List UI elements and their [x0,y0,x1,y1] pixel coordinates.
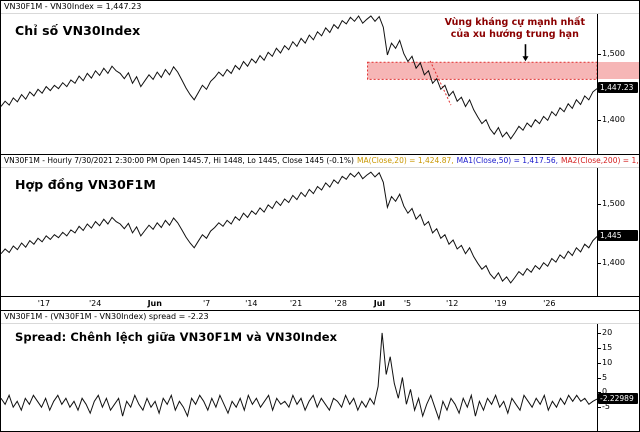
vn30f1m-panel: VN30F1M - Hourly 7/30/2021 2:30:00 PM Op… [1,155,639,297]
spread-header-text: VN30F1M - (VN30F1M - VN30Index) spread =… [4,312,209,321]
y-axis-tickmark [598,347,601,349]
x-axis-label: '21 [289,299,303,308]
y-axis-tickmark [598,119,601,121]
vn30f1m-price-line-chart[interactable] [1,168,597,296]
y-axis-tickmark [598,362,601,364]
x-axis[interactable]: '17 '24 Jun '7 '14 '21 '28 Jul '5 '12 '19 '26 [1,297,639,311]
spread-panel: VN30F1M - (VN30F1M - VN30Index) spread =… [1,311,639,431]
y-axis-tickmark [598,377,601,379]
vn30f1m-header-text: VN30F1M - Hourly 7/30/2021 2:30:00 PM Op… [4,156,354,165]
y-axis-label: 1,500 [602,198,625,208]
x-axis-label: '24 [88,299,102,308]
y-axis-label: 15 [602,342,613,352]
x-axis-label: '14 [245,299,258,308]
spread-chart-title: Spread: Chênh lệch giữa VN30F1M và VN30I… [15,330,338,344]
resistance-zone-axis-band [598,62,639,80]
x-axis-label: Jun [147,299,162,308]
y-axis-label: 5 [602,372,608,382]
y-axis-label: 1,500 [602,48,625,58]
y-axis-tickmark [598,203,601,205]
x-axis-label: '5 [403,299,412,308]
y-axis-label: -5 [602,402,610,412]
x-axis-label: '17 [37,299,51,308]
y-axis-tickmark [598,407,601,409]
last-price-tag: 1,447.23 [598,82,638,94]
x-axis-label: '26 [543,299,556,308]
annotation-line-1: Vùng kháng cự mạnh nhất [444,17,585,28]
x-axis-label: '28 [334,299,347,308]
vn30index-chart-title: Chỉ số VN30Index [15,23,141,38]
vn30index-chart-area[interactable]: Chỉ số VN30Index Vùng kháng cự mạnh nhất… [1,14,598,154]
vn30f1m-price-axis[interactable]: 1,500 1,400 1,445 [598,168,639,296]
vn30index-price-line-chart[interactable] [1,14,597,154]
vn30index-price-axis[interactable]: 1,500 1,400 1,447.23 [598,14,639,154]
last-price-tag: -2.22989 [598,392,638,404]
last-price-tag: 1,445 [598,230,638,242]
vn30f1m-chart-title: Hợp đồng VN30F1M [15,177,156,192]
y-axis-tickmark [598,53,601,55]
annotation-line-2: của xu hướng trung hạn [450,29,579,41]
y-axis-tickmark [598,263,601,265]
vn30f1m-header: VN30F1M - Hourly 7/30/2021 2:30:00 PM Op… [1,155,639,168]
spread-value-axis[interactable]: 20 15 10 5 0 -5 -2.22989 [598,324,639,431]
x-axis-label: '12 [445,299,459,308]
y-axis-tickmark [598,332,601,334]
x-axis-label: Jul [373,299,386,308]
ma50-legend: MA1(Close,50) = 1,417.56, [456,156,559,165]
vn30f1m-chart-area[interactable]: Hợp đồng VN30F1M [1,168,598,296]
vn30index-header: VN30F1M - VN30Index = 1,447.23 [1,1,639,14]
spread-header: VN30F1M - (VN30F1M - VN30Index) spread =… [1,311,639,324]
ma200-legend: MA2(Close,200) = 1,467.91 [561,156,639,165]
spread-chart-area[interactable]: Spread: Chênh lệch giữa VN30F1M và VN30I… [1,324,598,431]
spread-line-chart[interactable] [1,324,597,431]
vn30index-panel: VN30F1M - VN30Index = 1,447.23 Chỉ số VN… [1,1,639,155]
y-axis-label: 10 [602,357,613,367]
y-axis-label: 1,400 [602,258,625,268]
y-axis-tickmark [598,392,601,394]
x-axis-label: '19 [494,299,507,308]
ma20-legend: MA(Close,20) = 1,424.87, [356,156,454,165]
y-axis-label: 0 [602,387,608,397]
resistance-zone-annotation: Vùng kháng cự mạnh nhất của xu hướng tru… [445,17,585,42]
x-axis-label: '7 [202,299,211,308]
y-axis-label: 1,400 [602,114,625,124]
y-axis-label: 20 [602,327,613,337]
vn30index-header-text: VN30F1M - VN30Index = 1,447.23 [4,2,142,11]
